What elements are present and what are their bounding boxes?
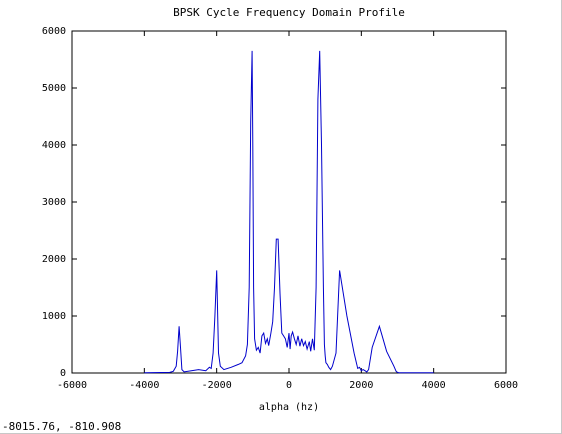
y-tick-label: 3000 xyxy=(42,197,66,208)
x-tick-label: 0 xyxy=(286,380,292,391)
x-tick-label: 4000 xyxy=(422,380,446,391)
chart-title: BPSK Cycle Frequency Domain Profile xyxy=(173,6,405,19)
x-axis-label: alpha (hz) xyxy=(259,402,319,413)
series-group xyxy=(144,50,434,374)
x-tick-label: -6000 xyxy=(57,380,87,391)
y-tick-label: 2000 xyxy=(42,254,66,265)
plot-area xyxy=(71,30,507,374)
axis-ticks: -6000 -4000 -2000 0 2000 4000 6000 0 1000 2000 300… xyxy=(42,26,518,391)
y-tick-label: 0 xyxy=(60,368,66,379)
series-line xyxy=(144,50,434,374)
x-tick-label: 2000 xyxy=(349,380,373,391)
y-tick-label: 5000 xyxy=(42,83,66,94)
y-tick-label: 4000 xyxy=(42,140,66,151)
x-tick-label: -2000 xyxy=(202,380,232,391)
cursor-coordinate-readout: -8015.76, -810.908 xyxy=(2,420,122,433)
y-tick-label: 6000 xyxy=(42,26,66,37)
x-tick-label: 6000 xyxy=(494,380,518,391)
y-tick-label: 1000 xyxy=(42,311,66,322)
x-tick-label: -4000 xyxy=(129,380,159,391)
